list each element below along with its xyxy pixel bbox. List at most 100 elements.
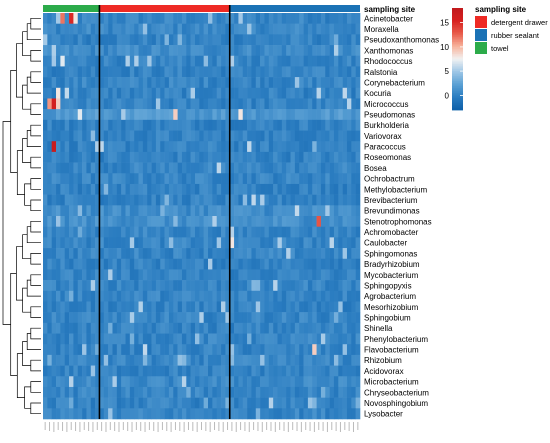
heatmap-cell — [299, 269, 304, 281]
heatmap-cell — [134, 258, 139, 270]
heatmap-cell — [95, 290, 100, 302]
heatmap-cell — [103, 290, 109, 302]
heatmap-cell — [260, 386, 265, 398]
heatmap-cell — [299, 290, 304, 302]
heatmap-cell — [69, 141, 74, 153]
heatmap-cell — [303, 45, 309, 57]
heatmap-cell — [103, 183, 109, 195]
heatmap-cell — [190, 301, 196, 313]
heatmap-cell — [181, 77, 187, 89]
heatmap-cell — [56, 205, 61, 217]
heatmap-cell — [116, 280, 122, 292]
heatmap-cell — [273, 344, 278, 356]
heatmap-cell — [242, 269, 248, 281]
heatmap-cell — [73, 397, 79, 409]
heatmap-cell — [329, 109, 335, 121]
column-label — [318, 422, 320, 430]
heatmap-cell — [173, 119, 178, 131]
heatmap-cell — [229, 408, 235, 420]
heatmap-cell — [112, 34, 118, 46]
heatmap-cell — [229, 141, 235, 153]
heatmap-cell — [181, 237, 187, 249]
heatmap-cell — [129, 258, 135, 270]
heatmap-cell — [177, 376, 183, 388]
heatmap-cell — [142, 173, 148, 185]
heatmap-cell — [351, 45, 356, 57]
heatmap-cell — [351, 365, 356, 377]
heatmap-cell — [173, 141, 178, 153]
heatmap-cell — [43, 216, 48, 227]
heatmap-cell — [234, 333, 239, 345]
heatmap-cell — [69, 130, 74, 142]
heatmap-cell — [47, 13, 52, 24]
heatmap-cell — [103, 119, 109, 131]
heatmap-cell — [294, 376, 300, 388]
heatmap-cell — [160, 301, 165, 313]
heatmap-cell — [95, 109, 100, 121]
heatmap-cell — [90, 66, 96, 78]
heatmap-cell — [168, 386, 174, 398]
heatmap-cell — [260, 397, 265, 409]
column-label — [57, 422, 59, 430]
heatmap-cell — [273, 408, 278, 420]
heatmap-cell — [234, 301, 239, 313]
heatmap-cell — [346, 354, 352, 366]
heatmap-cell — [255, 290, 261, 302]
heatmap-cell — [56, 77, 61, 89]
heatmap-cell — [255, 183, 261, 195]
heatmap-cell — [186, 66, 191, 78]
heatmap-cell — [177, 87, 183, 99]
heatmap-cell — [116, 408, 122, 420]
heatmap-cell — [95, 226, 100, 238]
heatmap-cell — [260, 258, 265, 270]
heatmap-cell — [164, 397, 170, 409]
heatmap-cell — [95, 216, 100, 227]
heatmap-cell — [221, 13, 226, 24]
heatmap-cell — [355, 290, 361, 302]
heatmap-cell — [173, 216, 178, 227]
heatmap-cell — [338, 290, 343, 302]
heatmap-cell — [316, 162, 322, 174]
row-label: Mycobacterium — [364, 271, 419, 280]
heatmap-cell — [73, 386, 79, 398]
heatmap-cell — [160, 34, 165, 46]
heatmap-cell — [173, 87, 178, 99]
heatmap-cell — [255, 386, 261, 398]
heatmap-cell — [43, 119, 48, 131]
heatmap-cell — [281, 87, 287, 99]
heatmap-cell — [251, 109, 257, 121]
heatmap-cell — [216, 237, 222, 249]
heatmap-cell — [242, 183, 248, 195]
heatmap-cell — [194, 141, 200, 153]
heatmap-cell — [173, 301, 178, 313]
heatmap-cell — [277, 312, 283, 324]
heatmap-cell — [273, 226, 278, 238]
heatmap-cell — [325, 162, 330, 174]
heatmap-cell — [129, 248, 135, 260]
column-label — [309, 422, 311, 431]
heatmap-cell — [338, 173, 343, 185]
heatmap-cell — [69, 386, 74, 398]
heatmap-cell — [69, 237, 74, 249]
heatmap-cell — [138, 237, 144, 249]
heatmap-cell — [56, 119, 61, 131]
heatmap-cell — [286, 258, 291, 270]
heatmap-cell — [216, 66, 222, 78]
heatmap-cell — [103, 87, 109, 99]
heatmap-cell — [277, 151, 283, 163]
heatmap-cell — [177, 183, 183, 195]
heatmap-cell — [312, 87, 317, 99]
heatmap-cell — [251, 333, 257, 345]
heatmap-cell — [242, 248, 248, 260]
heatmap-cell — [329, 45, 335, 57]
heatmap-cell — [99, 183, 105, 195]
heatmap-cell — [299, 205, 304, 217]
heatmap-cell — [186, 119, 191, 131]
heatmap-cell — [129, 87, 135, 99]
heatmap-cell — [99, 109, 105, 121]
heatmap-cell — [260, 151, 265, 163]
heatmap-cell — [125, 130, 131, 142]
heatmap-cell — [129, 77, 135, 89]
heatmap-cell — [177, 408, 183, 420]
heatmap-cell — [351, 258, 356, 270]
